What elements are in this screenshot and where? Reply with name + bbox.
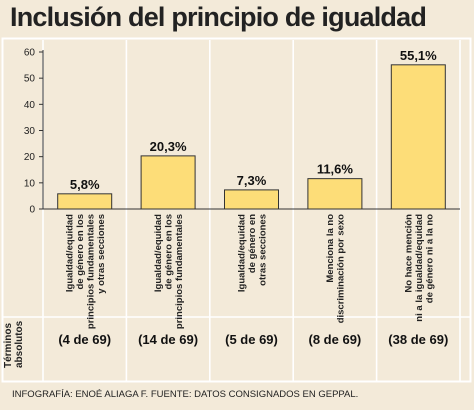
y-tick-label: 50	[24, 74, 36, 85]
category-label-line: ni a la igualdad/equidad	[414, 214, 425, 322]
category-label-line: discriminación por sexo	[336, 214, 347, 323]
y-tick-label: 0	[29, 205, 35, 216]
bar-value-label: 20,3%	[150, 139, 187, 154]
chart-title: Inclusión del principio de igualdad	[10, 2, 427, 32]
outer-frame	[1, 37, 472, 383]
category-label: No hace mención ni a la igualdad/equidad d…	[403, 214, 435, 322]
credit-line: INFOGRAFÍA: ENOÉ ALIAGA F. FUENTE: DATOS…	[12, 389, 359, 400]
absolute-term-label: (8 de 69)	[309, 332, 362, 347]
y-tick-label: 10	[24, 178, 36, 189]
absolute-term-label: (38 de 69)	[388, 332, 448, 347]
bar	[307, 178, 363, 210]
bar	[57, 193, 113, 210]
category-label-line: Igualdad/equidad	[64, 214, 75, 292]
bars	[57, 64, 446, 210]
category-label-line: principios fundamentales	[174, 214, 185, 329]
category-label-line: Igualdad/equidad	[153, 214, 164, 292]
absolute-term-label: (4 de 69)	[58, 332, 111, 347]
bar-value-label: 11,6%	[317, 162, 354, 177]
bar-value-label: 55,1%	[400, 48, 437, 63]
bar	[390, 64, 446, 210]
y-tick-label: 40	[24, 100, 36, 111]
bar	[224, 189, 279, 210]
row-label-line: Términos	[3, 322, 14, 368]
row-label-line: absolutos	[14, 320, 25, 368]
category-label-line: de género en los	[164, 214, 175, 290]
category-label-line: de género en	[247, 214, 258, 273]
category-label-line: de género en los	[75, 214, 86, 290]
category-label: Menciona la no discriminación por sexo	[325, 214, 347, 323]
category-label: Igualdad/equidad de género en otras seccio…	[237, 214, 269, 292]
bar-value-label: 5,8%	[70, 177, 100, 192]
absolute-terms-row: (4 de 69) (14 de 69) (5 de 69) (8 de 69) (38…	[58, 332, 448, 347]
y-tick-label: 30	[24, 126, 36, 137]
category-label: Igualdad/equidad de género en los principi…	[153, 214, 185, 329]
category-label-line: y otras secciones	[96, 214, 107, 294]
absolute-term-label: (14 de 69)	[138, 332, 198, 347]
category-labels: Igualdad/equidad de género en los principi…	[64, 214, 435, 329]
category-label-line: Igualdad/equidad	[237, 214, 248, 292]
row-label-terminos-absolutos: Términos absolutos	[3, 321, 25, 368]
category-label-line: principios fundamentales	[85, 214, 96, 329]
category-label: Igualdad/equidad de género en los principi…	[64, 214, 107, 329]
bar	[140, 155, 196, 210]
category-label-line: No hace mención	[403, 214, 414, 293]
bar-value-label: 7,3%	[237, 173, 267, 188]
category-label-line: Menciona la no	[325, 214, 336, 283]
absolute-term-label: (5 de 69)	[225, 332, 278, 347]
y-tick-label: 20	[24, 152, 36, 163]
y-tick-label: 60	[24, 48, 36, 59]
category-label-line: otras secciones	[258, 214, 269, 286]
value-labels: 5,8% 20,3% 7,3% 11,6% 55,1%	[70, 48, 437, 192]
category-label-line: de género ni a la no	[424, 214, 435, 303]
